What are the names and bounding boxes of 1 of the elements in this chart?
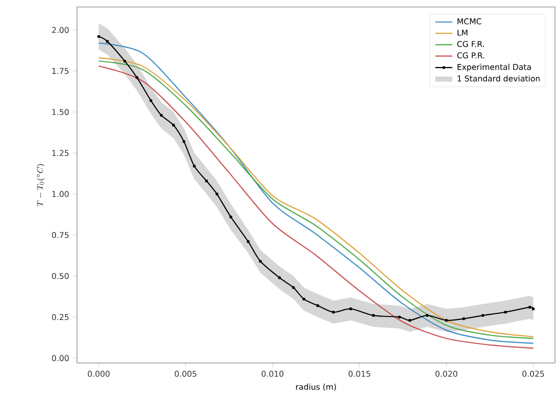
y-axis-title: $T - T_0(^\circ C)$ xyxy=(36,164,45,206)
